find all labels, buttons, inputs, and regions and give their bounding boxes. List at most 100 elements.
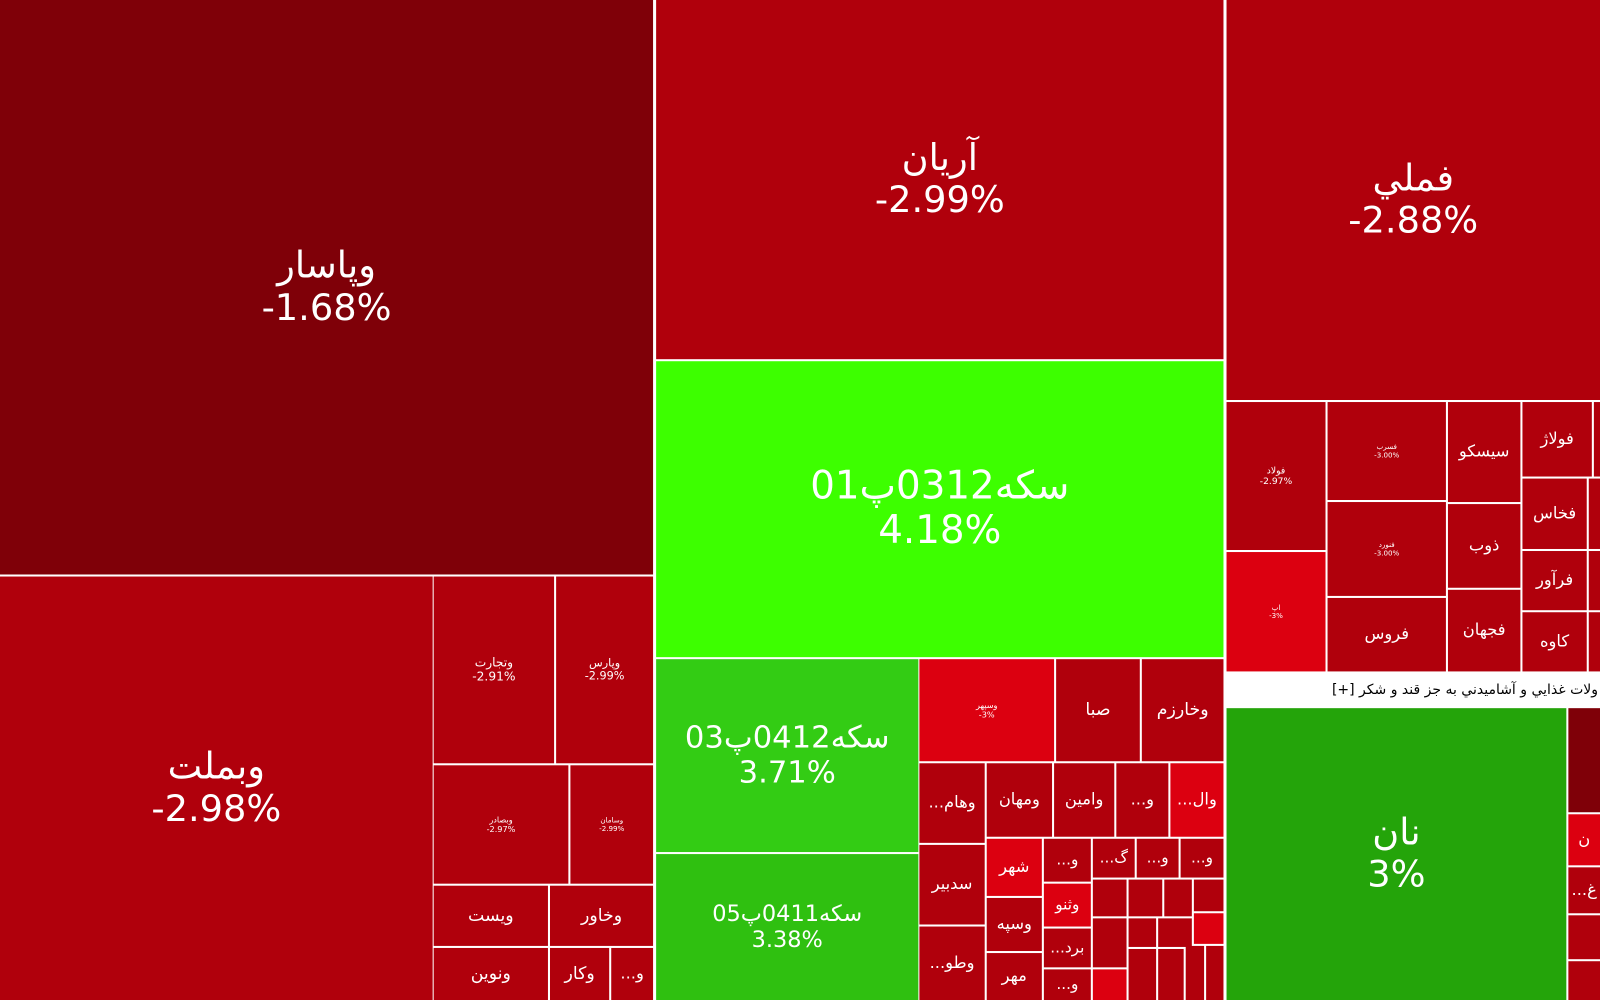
tile-name: فملي (1372, 156, 1454, 199)
tile-rect (919, 763, 985, 843)
tile-blank (1588, 478, 1600, 549)
tile-rect (1447, 504, 1521, 588)
tile-rect (1522, 551, 1587, 611)
tile-name: ...و (1056, 851, 1078, 869)
tile-blank (1185, 945, 1205, 1000)
tile-name: فولاد (1267, 465, 1285, 476)
tile-blank (1588, 551, 1600, 611)
tile-rect (919, 926, 985, 1000)
tile-rect (433, 885, 548, 946)
tile: فخاس (1522, 478, 1587, 549)
tile: سيسكو (1447, 402, 1521, 503)
tile-value: -3% (1269, 611, 1283, 620)
tile-name: ن (1578, 829, 1590, 848)
tile-name: صبا (1085, 700, 1110, 720)
tile: ...برد (1043, 928, 1091, 968)
tile: ...وال (1170, 763, 1224, 837)
tile-name: وپارس (589, 657, 620, 670)
tile-name: ...و (1191, 849, 1213, 867)
tile-blank (1568, 961, 1600, 1000)
tile-name: ...و (1056, 975, 1078, 993)
tile-name: ويست (468, 906, 514, 926)
tile-value: 3.71% (739, 755, 836, 790)
tile: وپارس-2.99% (556, 576, 654, 764)
tile: ...گ (1092, 838, 1135, 878)
tile-name: وكار (563, 964, 594, 984)
tile-name: وخاور (580, 906, 622, 926)
tile-rect (656, 361, 1224, 658)
tile: ...و (1116, 763, 1169, 837)
tile: ذوب (1447, 504, 1521, 588)
tile-value: -2.97% (487, 824, 516, 834)
tile-name: ...وال (1177, 790, 1217, 810)
tile: فولاژ (1522, 402, 1592, 477)
tile-name: وبملت (168, 745, 265, 788)
tile-value: -1.68% (262, 286, 392, 329)
tile: فنورد-3.00% (1327, 502, 1446, 596)
tile-rect (0, 0, 654, 575)
tile-rect (1141, 659, 1224, 762)
tile: وپاسار-1.68% (0, 0, 654, 575)
tile-blank (1193, 913, 1224, 944)
tile-blank (1568, 915, 1600, 960)
tile: وامين (1054, 763, 1115, 837)
tile: وخارزم (1141, 659, 1224, 762)
tile-name: وثنو (1054, 896, 1079, 914)
tile-blank (1568, 708, 1600, 813)
tile-rect (986, 763, 1053, 837)
tile-name: سکه0412پ03 (685, 720, 890, 755)
tile-rect (1447, 402, 1521, 503)
tile-rect (1568, 867, 1600, 914)
tile: وسپه (986, 897, 1042, 952)
tile-name: ...وطو (930, 953, 975, 973)
tile-name: نان (1372, 810, 1420, 853)
tile-name: ذوب (1469, 535, 1500, 555)
tile-rect (1043, 838, 1091, 882)
tile-name: ...و (620, 963, 643, 983)
tile: فروس (1327, 597, 1446, 672)
tile-value: -2.99% (599, 824, 624, 833)
tile-rect (611, 947, 654, 1000)
tile: ن (1568, 814, 1600, 866)
tile-name: وبصادر (488, 815, 512, 825)
tile-name: ...وهام (928, 793, 975, 813)
tile-name: ...گ (1100, 849, 1129, 867)
tile: فرآور (1522, 551, 1587, 611)
sector-header-text: ولات غذايي و آشاميدني به جز قند و شکر [+… (1332, 681, 1598, 698)
tile-rect (1170, 763, 1224, 837)
tile-rect (1056, 659, 1140, 762)
tile-rect (986, 897, 1042, 952)
tile: فولاد-2.97% (1226, 402, 1326, 550)
tile-name: فخاس (1533, 503, 1576, 522)
tile-rect (0, 576, 433, 1000)
tile-name: سکه0411پ05 (712, 901, 862, 927)
tile-rect (1327, 402, 1446, 500)
tile-rect (656, 659, 919, 853)
tile: كاوه (1522, 612, 1587, 672)
tile-rect (1226, 0, 1600, 400)
tile: ...غ (1568, 867, 1600, 914)
tile-rect (1043, 928, 1091, 968)
tile-name: سدبير (931, 874, 973, 894)
tile-rect (1092, 838, 1135, 878)
tile: ومهان (986, 763, 1053, 837)
tile-name: وسپهر (975, 700, 998, 710)
tile-rect (1043, 883, 1091, 927)
tile-blank (1164, 879, 1192, 917)
tile-blank (1092, 918, 1127, 968)
tile-value: 3.38% (752, 927, 823, 953)
tile-blank (1128, 948, 1157, 1000)
tile-value: 3% (1367, 853, 1425, 896)
tile-name: وتجارت (475, 656, 513, 671)
tile-value: -2.91% (472, 670, 515, 684)
tile-rect (1180, 838, 1224, 878)
tile-blank (1158, 918, 1192, 947)
tile-rect (656, 0, 1224, 360)
tile-name: فروس (1364, 624, 1409, 644)
tile-value: -2.88% (1348, 199, 1478, 242)
tile-blank (1128, 918, 1157, 947)
